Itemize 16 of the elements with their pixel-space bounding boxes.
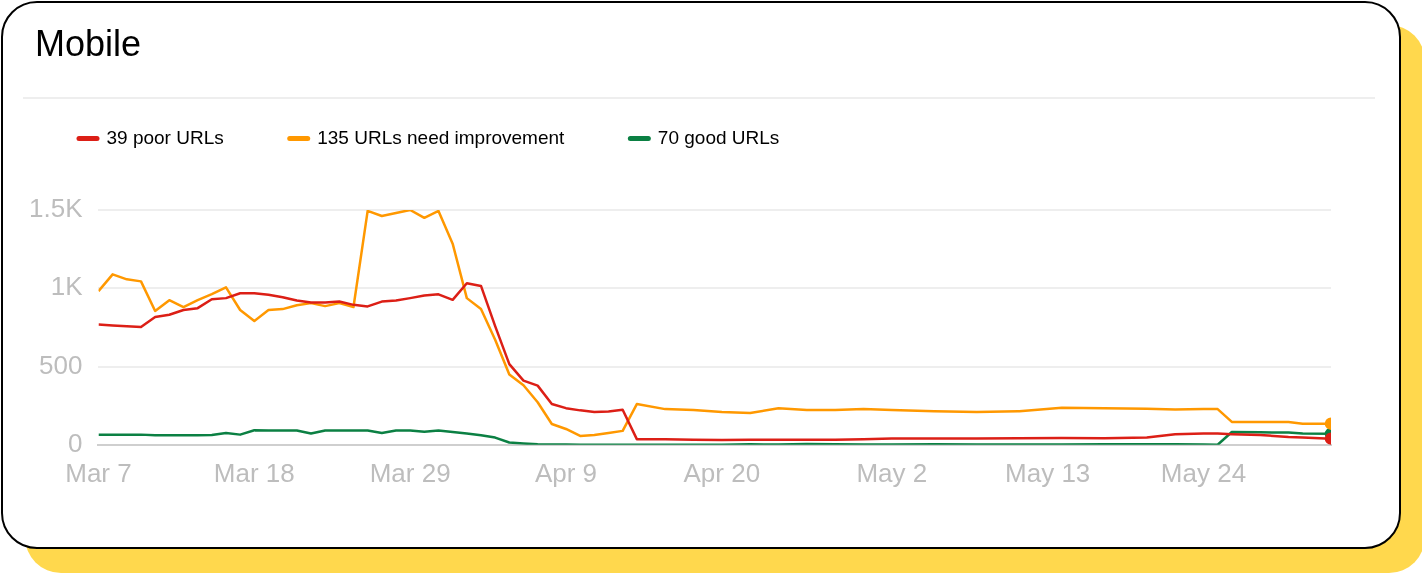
chart-title: Mobile [35,23,142,65]
x-tick-label: May 2 [856,457,928,488]
x-tick-label: May 24 [1160,457,1247,488]
x-tick-label: Mar 29 [369,457,451,488]
x-tick-label: Mar 18 [213,457,295,488]
x-tick-label: May 13 [1005,457,1091,488]
legend-label: 70 good URLs [657,126,780,148]
x-tick-label: Mar 7 [65,457,132,488]
x-tick-label: Apr 20 [683,457,761,488]
x-tick-label: Apr 9 [534,457,598,488]
y-tick-label: 0 [68,427,83,458]
y-tick-label: 1.5K [28,193,84,224]
legend-label: 39 poor URLs [106,126,224,148]
y-tick-label: 500 [39,349,83,380]
y-tick-label: 1K [50,271,84,302]
legend-label: 135 URLs need improvement [317,126,566,148]
